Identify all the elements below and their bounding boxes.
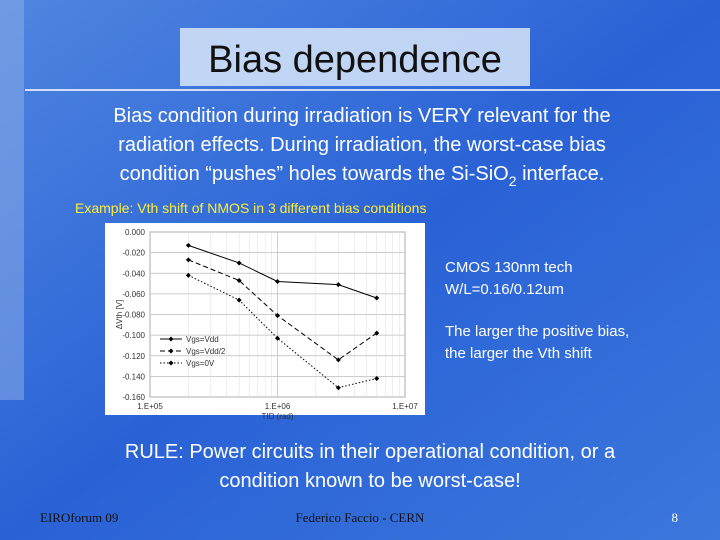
point <box>335 385 341 391</box>
subscript: 2 <box>509 173 517 189</box>
y-tick-label: -0.060 <box>122 290 145 299</box>
point <box>275 313 280 319</box>
point <box>335 357 341 363</box>
note: The larger the positive bias, <box>445 323 629 340</box>
rule-line: condition known to be worst-case! <box>219 470 520 492</box>
x-axis-label: TID (rad) <box>262 412 294 421</box>
point <box>185 272 191 278</box>
point <box>236 260 242 266</box>
title: Bias dependence <box>208 39 502 81</box>
body-text: condition “pushes” holes towards the Si-… <box>120 163 509 185</box>
point <box>374 330 380 336</box>
footer-right: 8 <box>672 510 679 525</box>
footer-left: EIROforum 09 <box>40 510 118 525</box>
y-tick-label: -0.160 <box>122 393 145 402</box>
point <box>185 242 191 248</box>
legend-marker <box>168 336 174 342</box>
y-tick-label: -0.080 <box>122 311 145 320</box>
example: Example: Vth shift of NMOS in 3 differen… <box>75 200 426 216</box>
y-axis-label: ΔVth [V] <box>115 300 124 329</box>
y-tick-label: -0.100 <box>122 331 145 340</box>
point <box>275 335 280 341</box>
y-tick-label: -0.040 <box>122 269 145 278</box>
point <box>374 375 380 381</box>
rule-line: RULE: Power circuits in their operationa… <box>125 441 616 463</box>
y-tick-label: 0.000 <box>125 228 146 237</box>
x-tick-label: 1.E+05 <box>137 402 163 411</box>
x-tick-label: 1.E+06 <box>265 402 291 411</box>
point <box>275 279 280 284</box>
point <box>335 282 341 288</box>
y-tick-label: -0.020 <box>122 249 145 258</box>
title-box <box>180 28 530 86</box>
point <box>236 297 242 303</box>
point <box>374 295 380 301</box>
y-tick-label: -0.140 <box>122 372 145 381</box>
legend-marker <box>168 348 174 354</box>
legend-label: Vgs=Vdd <box>186 335 219 344</box>
legend-label: Vgs=Vdd/2 <box>186 347 226 356</box>
body-text: interface. <box>517 163 605 185</box>
note: W/L=0.16/0.12um <box>445 281 564 298</box>
legend-marker <box>168 360 174 366</box>
legend-label: Vgs=0V <box>186 359 215 368</box>
note: the larger the Vth shift <box>445 345 593 362</box>
point <box>236 277 242 283</box>
body-line: condition “pushes” holes towards the Si-… <box>120 163 605 189</box>
body-line: Bias condition during irradiation is VER… <box>113 105 610 127</box>
note: CMOS 130nm tech <box>445 259 573 276</box>
footer-center: Federico Faccio - CERN <box>296 510 425 525</box>
y-tick-label: -0.120 <box>122 352 145 361</box>
body-line: radiation effects. During irradiation, t… <box>118 134 606 156</box>
point <box>185 257 191 263</box>
side-band <box>0 0 24 400</box>
x-tick-label: 1.E+07 <box>392 402 418 411</box>
